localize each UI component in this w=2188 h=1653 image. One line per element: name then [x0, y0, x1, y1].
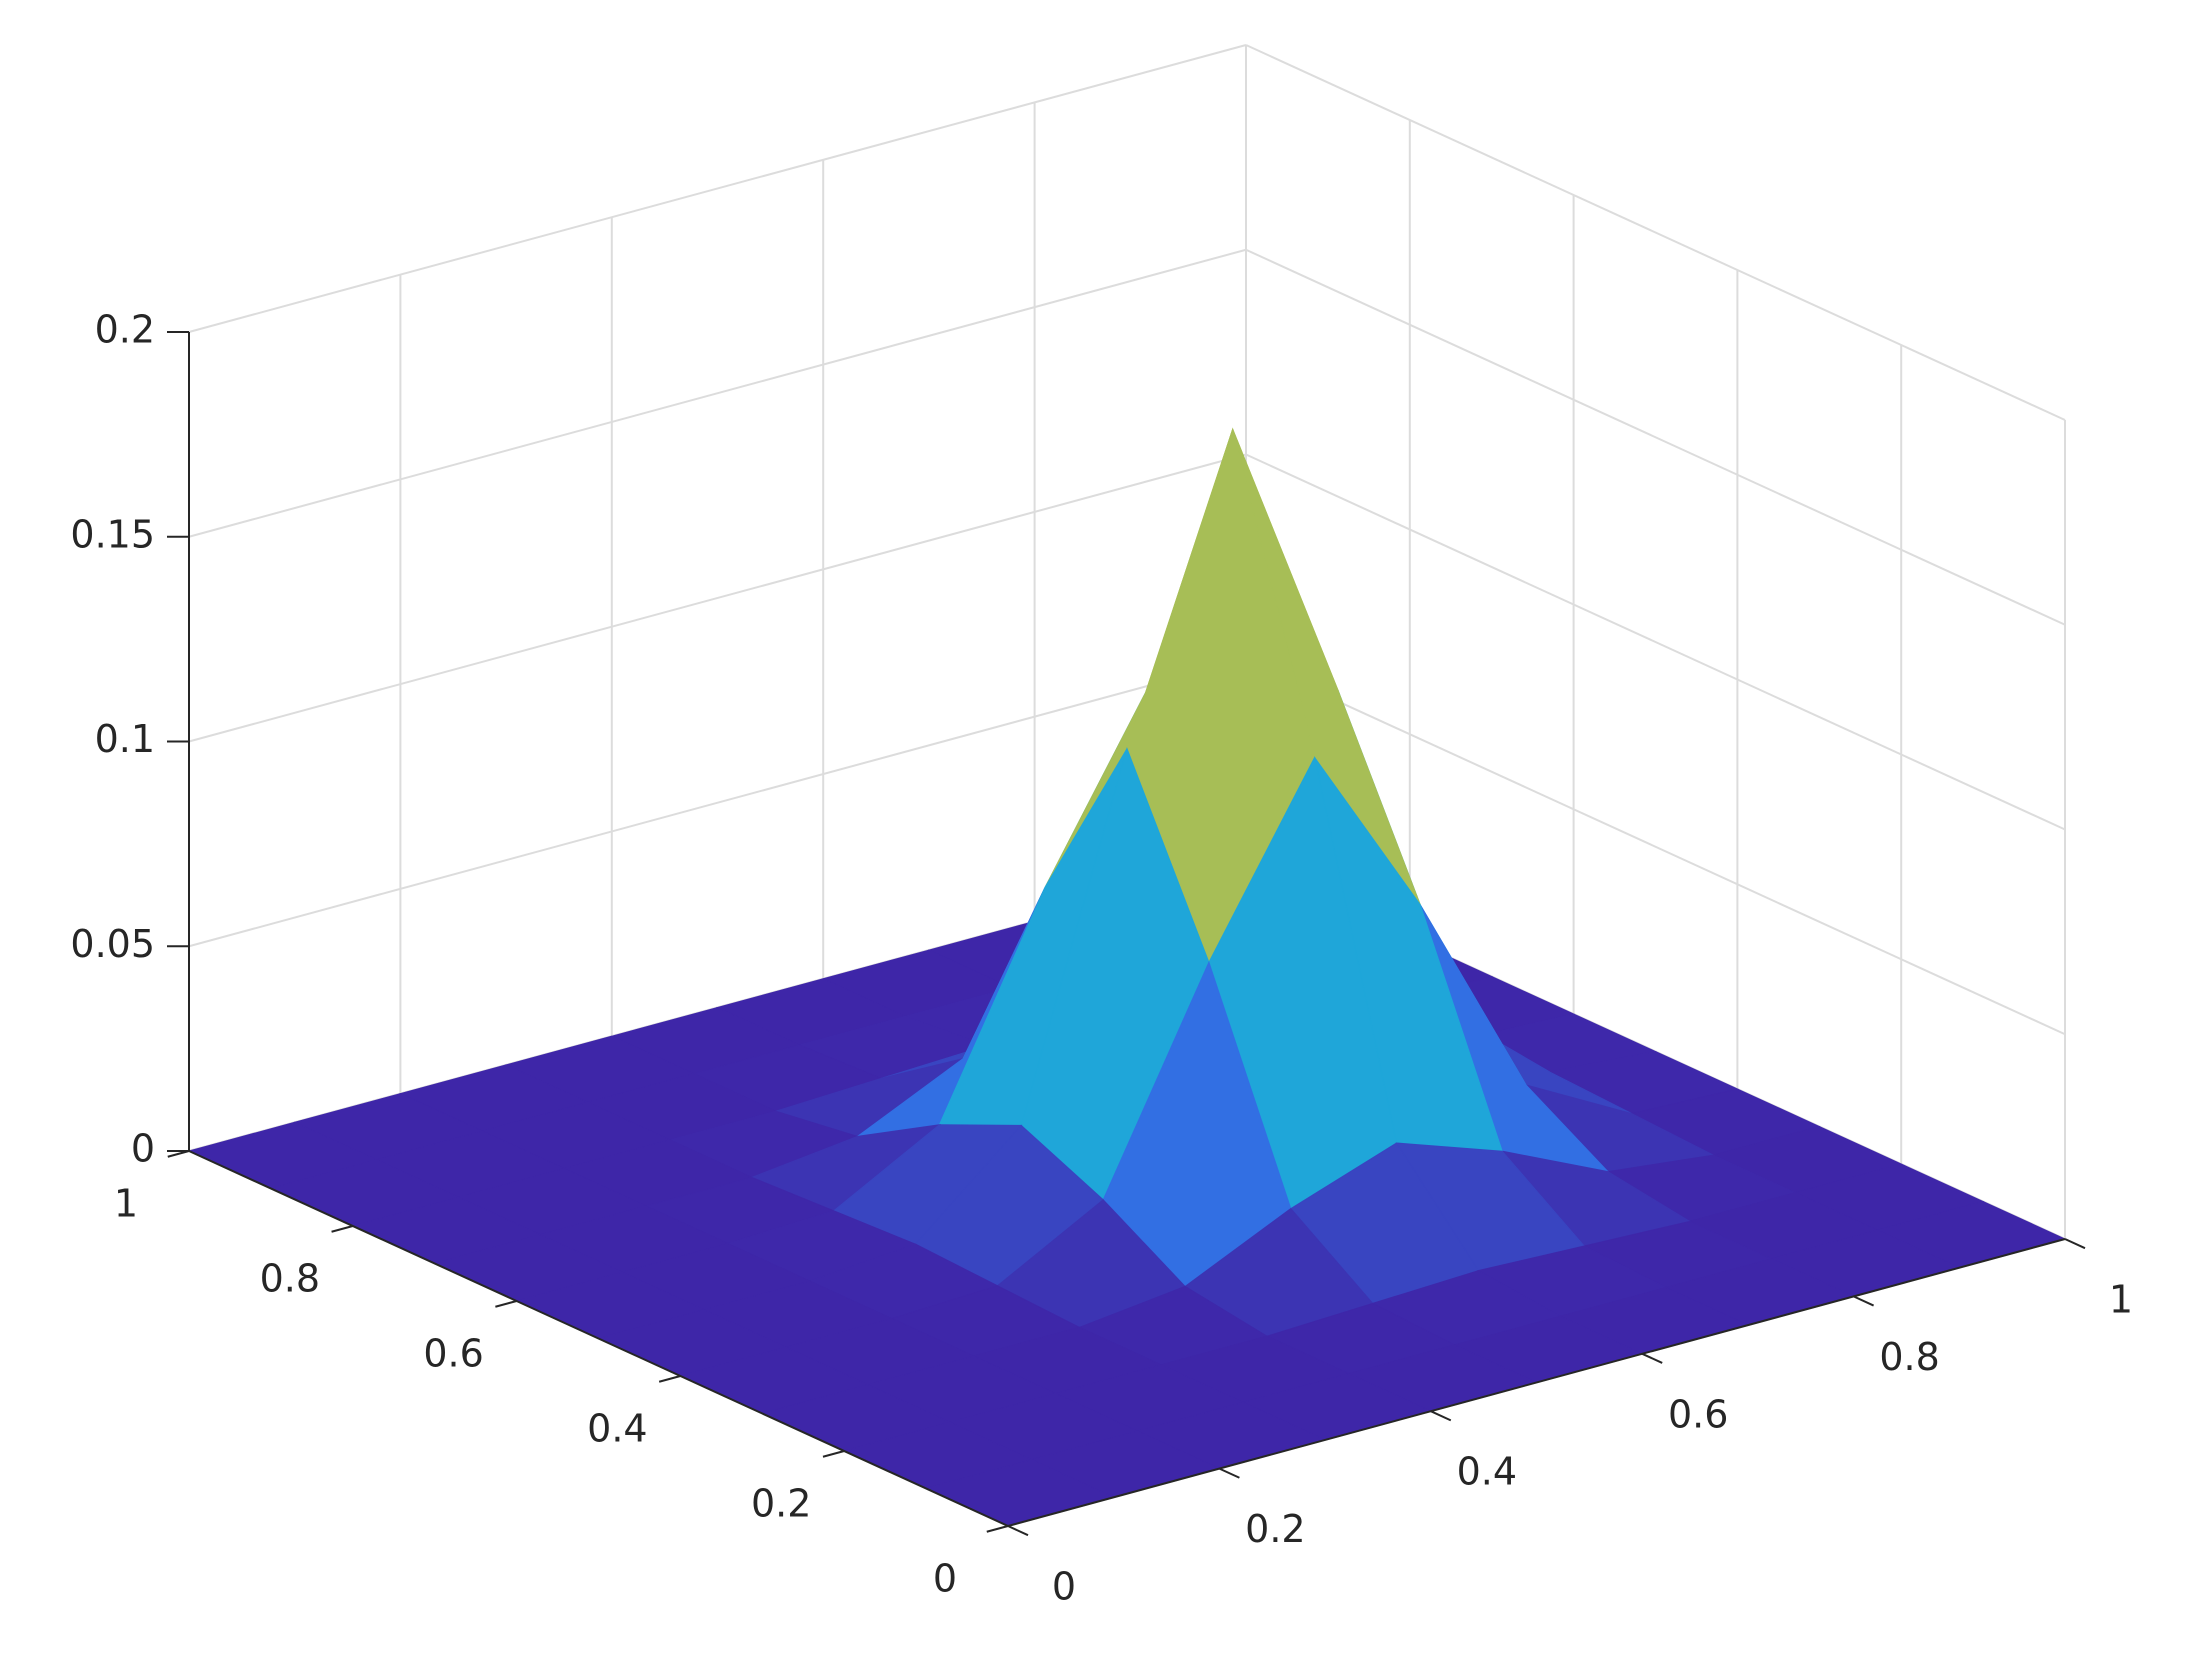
grid-line [1245, 658, 2066, 1036]
x-tick-label: 1 [2109, 1278, 2133, 1322]
y-tick-label: 0 [933, 1557, 957, 1601]
y-tick-label: 0.8 [260, 1257, 320, 1301]
x-tick [1218, 1467, 1240, 1479]
x-tick [1430, 1410, 1452, 1422]
grid-line [188, 453, 1247, 743]
y-tick [495, 1300, 517, 1308]
grid-line [188, 248, 1247, 538]
x-tick-label: 0.4 [1457, 1450, 1517, 1494]
x-tick-label: 0.8 [1879, 1335, 1939, 1379]
z-tick-label: 0.2 [95, 308, 155, 352]
x-tick-label: 0 [1052, 1565, 1076, 1609]
z-tick-label: 0.15 [70, 512, 155, 556]
y-tick [167, 1150, 190, 1158]
y-tick [986, 1525, 1009, 1533]
x-tick [1853, 1295, 1875, 1307]
y-tick [822, 1450, 845, 1458]
grid-line [188, 44, 1247, 333]
z-tick-label: 0.05 [70, 922, 155, 966]
y-tick-label: 0.2 [751, 1482, 811, 1526]
y-axis [188, 1150, 1009, 1527]
grid-line [1245, 248, 2066, 626]
grid-line [188, 658, 1247, 948]
y-tick [331, 1225, 354, 1233]
x-tick [1641, 1352, 1663, 1364]
x-tick-label: 0.6 [1668, 1392, 1728, 1436]
x-tick [2064, 1238, 2086, 1250]
z-tick-label: 0 [131, 1127, 155, 1171]
x-axis [1007, 1238, 2066, 1527]
y-tick-label: 1 [114, 1182, 138, 1226]
y-tick [658, 1375, 681, 1383]
grid-line [1245, 44, 2066, 421]
y-tick-label: 0.4 [587, 1407, 647, 1451]
x-tick [1007, 1525, 1029, 1537]
grid-line [1245, 453, 2066, 831]
x-tick-label: 0.2 [1245, 1507, 1305, 1551]
y-tick-label: 0.6 [423, 1332, 483, 1376]
z-tick-label: 0.1 [95, 717, 155, 761]
